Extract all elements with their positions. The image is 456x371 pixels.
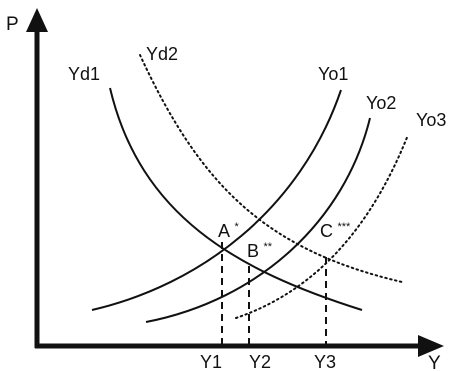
curve-yd1	[109, 87, 363, 311]
point-c-letter: C	[320, 221, 333, 241]
point-a-label: A *	[218, 221, 239, 241]
axes: P Y	[6, 8, 444, 371]
tick-y2: Y2	[249, 352, 271, 371]
point-a-letter: A	[218, 221, 230, 241]
curve-yo2	[145, 117, 371, 323]
point-a-mark: *	[234, 221, 239, 233]
curve-yd2	[139, 54, 403, 283]
y-axis-arrow	[26, 8, 48, 32]
label-yo1: Yo1	[318, 64, 348, 84]
label-yd2: Yd2	[146, 44, 178, 64]
point-b-mark: **	[263, 241, 272, 253]
y-axis-label: P	[6, 14, 19, 35]
x-axis-label: Y	[428, 353, 441, 371]
label-yo3: Yo3	[416, 110, 446, 130]
label-yo2: Yo2	[366, 93, 396, 113]
tick-y3: Y3	[314, 352, 336, 371]
x-axis-arrow	[418, 335, 444, 357]
curve-yo1	[91, 89, 342, 311]
tick-y1: Y1	[200, 352, 222, 371]
curve-yo3	[235, 134, 409, 319]
label-yd1: Yd1	[68, 64, 100, 84]
point-b-label: B **	[247, 241, 273, 261]
point-b-letter: B	[247, 241, 259, 261]
point-c-label: C ***	[320, 221, 351, 241]
point-c-mark: ***	[337, 221, 351, 233]
